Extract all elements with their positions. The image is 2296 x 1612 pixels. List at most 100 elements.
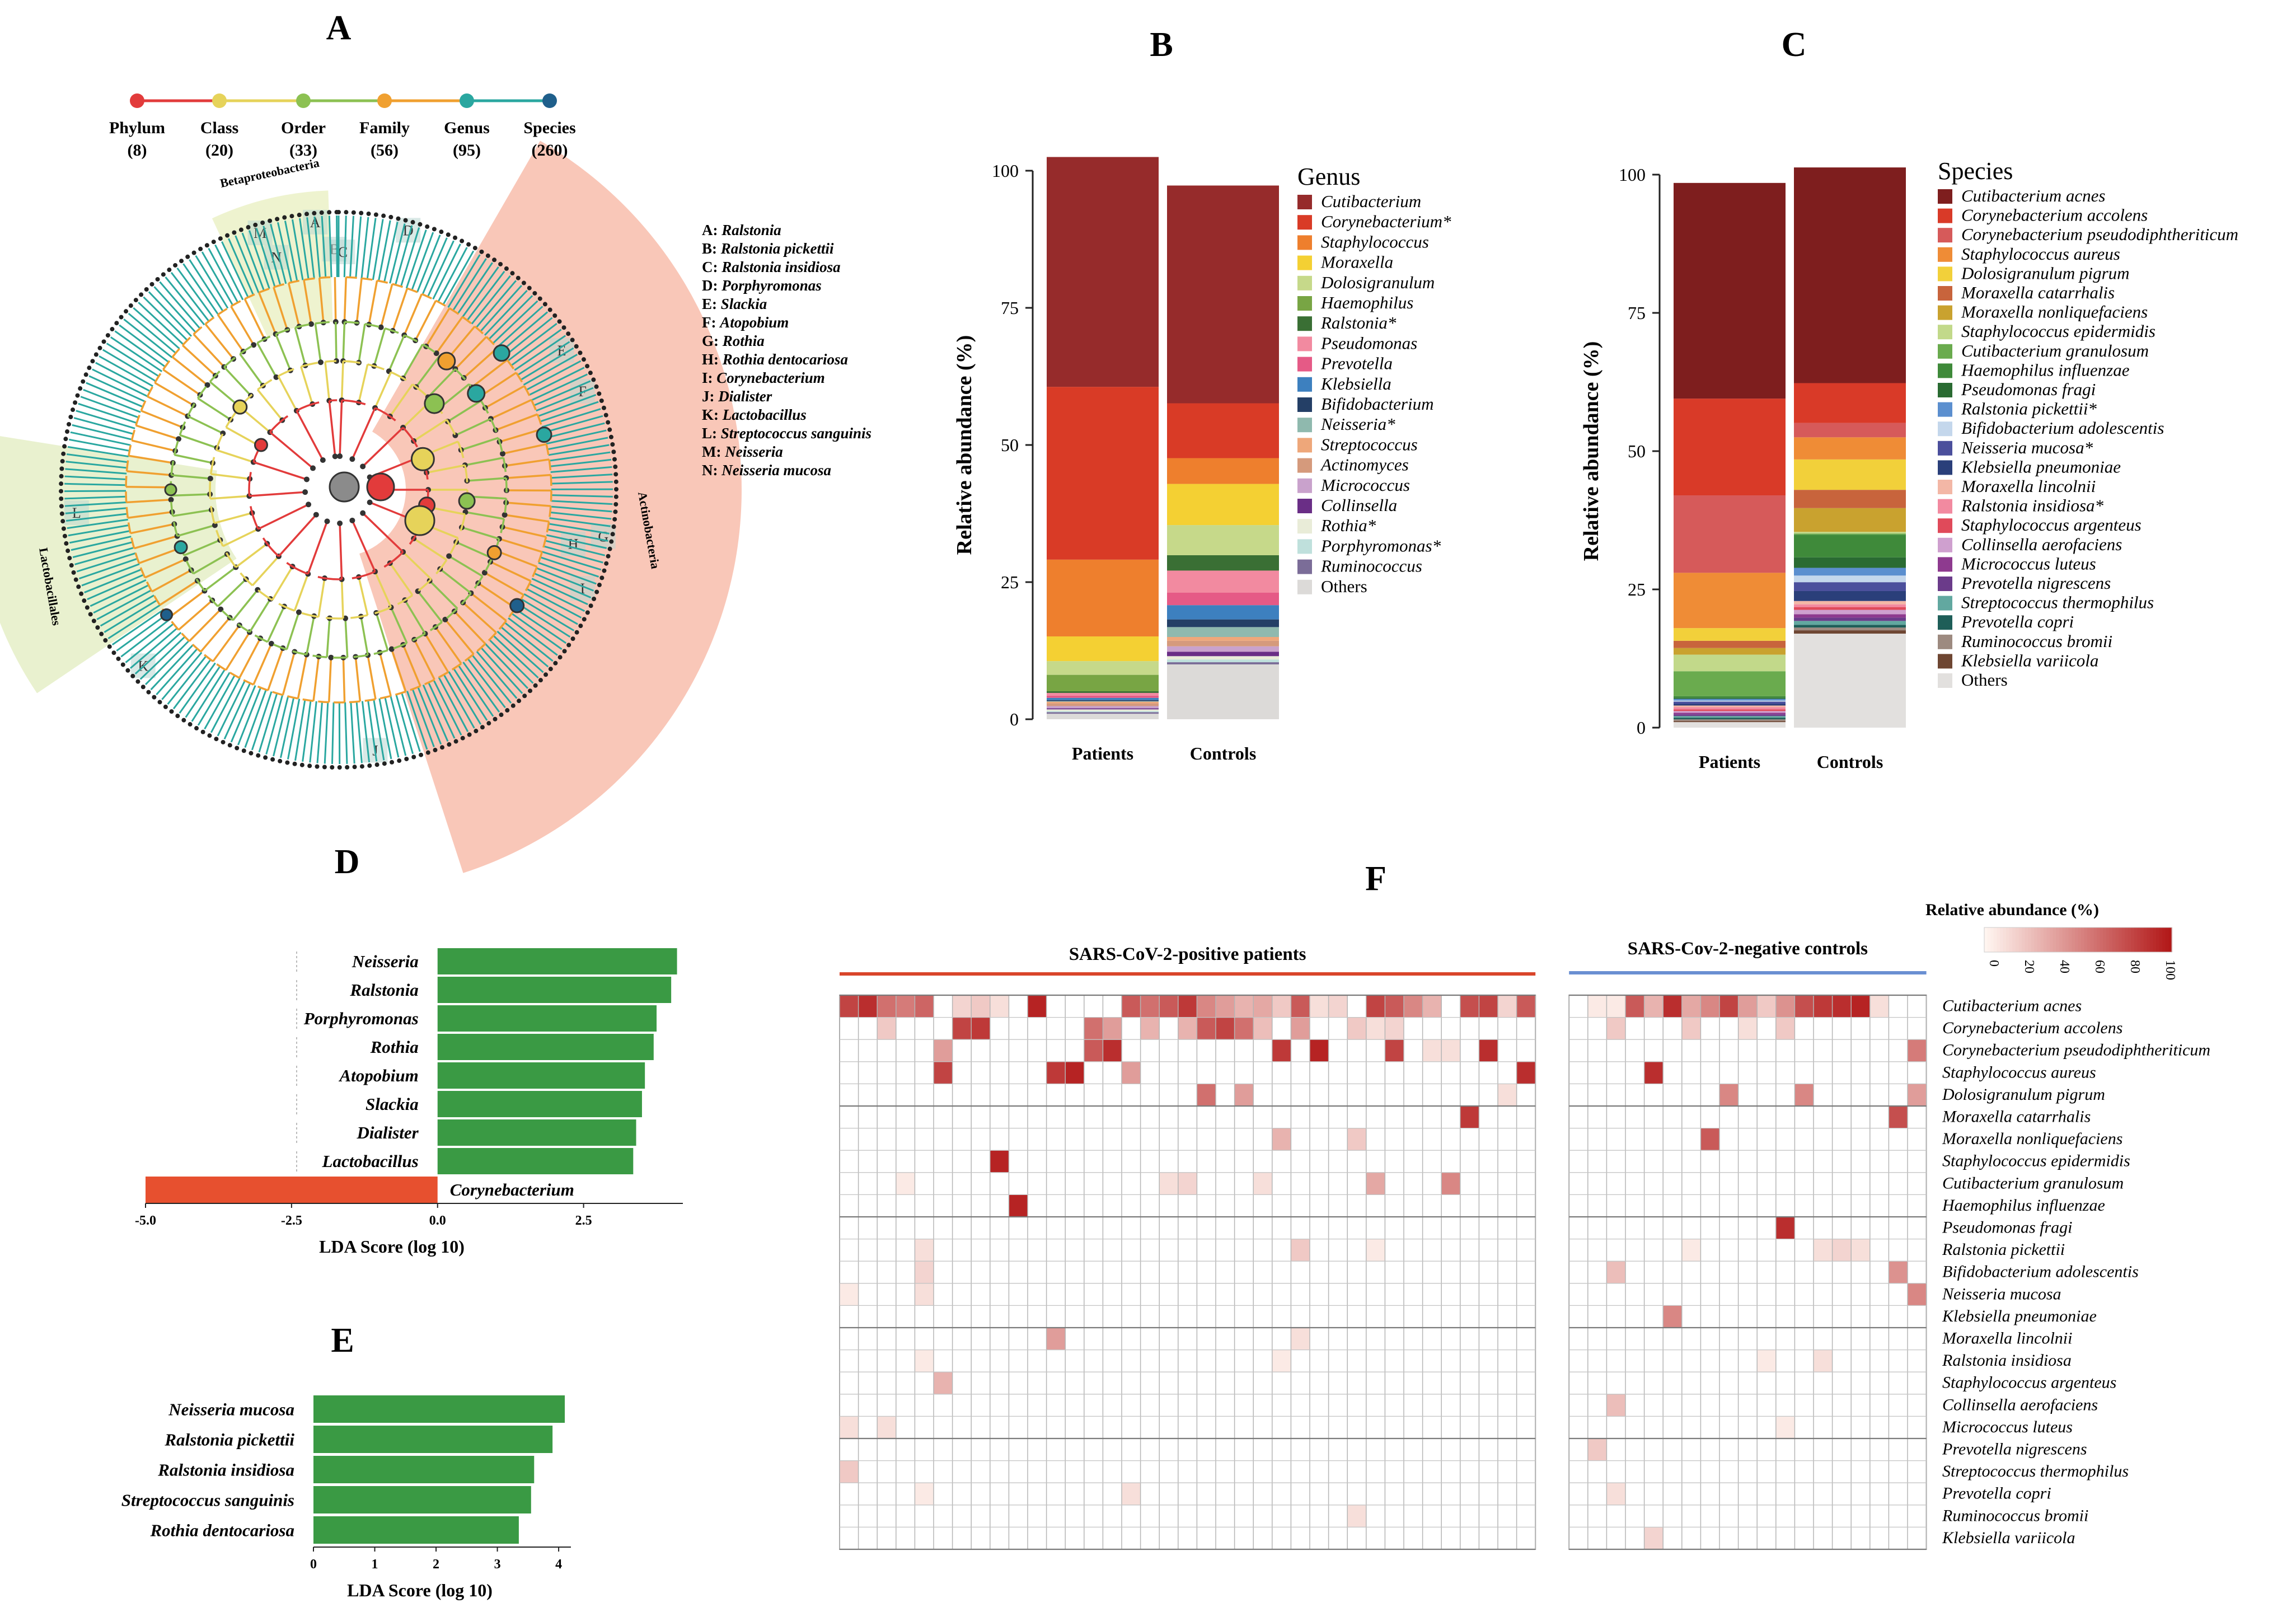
cladogram-leaf-node <box>188 722 193 727</box>
cladogram-branch <box>324 362 331 401</box>
heatmap-cell <box>1140 1017 1160 1040</box>
level-dot-species <box>542 93 557 108</box>
lda-label-rothia: Rothia <box>370 1037 419 1057</box>
heatmap-row-label-ralstonia-insidiosa: Ralstonia insidiosa <box>1942 1351 2072 1370</box>
cladogram-leaf-node <box>610 442 615 447</box>
cladogram-node <box>273 374 279 380</box>
biomarker-node <box>493 344 510 362</box>
cladogram-arc <box>402 427 419 448</box>
cladogram-branch <box>215 449 254 463</box>
cladogram-leaf-node <box>613 464 618 469</box>
heatmap-cell <box>1028 995 1047 1018</box>
y-tick-label: 50 <box>1001 435 1019 455</box>
lda-bar-ralstonia-pickettii <box>313 1426 553 1453</box>
cladogram-arc <box>181 336 191 346</box>
cladogram-leaf-node <box>88 612 93 617</box>
heatmap-cell <box>1587 1438 1607 1461</box>
cladogram-leaf-branch <box>210 677 241 733</box>
cladogram-leaf-node <box>345 765 350 770</box>
cladogram-leaf-branch <box>507 322 557 362</box>
cladogram-leaf-node <box>532 290 537 296</box>
cladogram-leaf-branch <box>99 355 153 387</box>
scale-gradient-step <box>2037 927 2041 952</box>
bar-segment-staphylococcus-epidermidis <box>1794 532 1906 534</box>
clade-key-letter: F: <box>702 314 720 331</box>
legend-swatch-corynebacterium-accolens <box>1938 208 1952 223</box>
x-axis-title: LDA Score (log 10) <box>319 1236 465 1257</box>
cladogram-branch <box>328 400 336 457</box>
cladogram-arc <box>364 322 379 328</box>
cladogram-branch <box>392 288 409 331</box>
bar-segment-others <box>1794 634 1906 728</box>
cladogram-branch <box>126 485 171 489</box>
legend-swatch-ralstonia-insidiosa <box>1938 499 1952 514</box>
legend-label-staphylococcus: Staphylococcus <box>1321 232 1429 251</box>
cladogram-arc <box>275 328 290 335</box>
cladogram-arc <box>393 642 407 650</box>
bar-segment-ralstonia-pickettii <box>1674 699 1786 701</box>
lda-label-rothia-dentocariosa: Rothia dentocariosa <box>149 1520 294 1540</box>
cladogram-arc <box>361 277 373 281</box>
cladogram-arc <box>221 610 234 621</box>
heatmap-cell <box>1272 1349 1291 1372</box>
cladogram-leaf-node <box>410 220 415 225</box>
level-dot-class <box>212 93 227 108</box>
cladogram-leaf-branch <box>438 677 469 732</box>
heatmap-cell <box>840 995 859 1018</box>
cladogram-leaf-branch <box>550 505 612 513</box>
cladogram-leaf-node <box>351 210 356 215</box>
legend-swatch-prevotella-copri <box>1938 615 1952 630</box>
cladogram-branch <box>230 306 255 346</box>
cladogram-branch <box>429 580 458 610</box>
cladogram-leaf-node <box>73 400 78 405</box>
cladogram-branch <box>342 322 346 362</box>
cladogram-branch <box>447 400 482 423</box>
cladogram-branch <box>222 528 259 547</box>
legend-label-ralstonia: Ralstonia* <box>1320 313 1397 332</box>
cladogram-leaf-branch <box>411 232 434 290</box>
cladogram-node <box>182 556 189 562</box>
cladogram-branch <box>128 510 172 519</box>
cladogram-leaf-node <box>327 210 332 215</box>
cladogram-leaf-node <box>278 758 283 763</box>
cladogram-leaf-branch <box>540 556 599 578</box>
cladogram-branch <box>339 523 343 579</box>
cladogram-branch <box>293 573 309 611</box>
y-axis-title: Relative abundance (%) <box>1580 341 1603 561</box>
bar-segment-cutibacterium <box>1047 157 1159 387</box>
cladogram-branch <box>171 474 211 480</box>
heatmap-cell <box>915 1261 934 1283</box>
cladogram-leaf-branch <box>462 662 500 713</box>
y-tick-label: 50 <box>1628 441 1646 461</box>
cladogram-node <box>324 518 330 524</box>
cladogram-arc <box>216 663 227 671</box>
scale-tick-label: 80 <box>2128 960 2142 973</box>
heatmap-row-label-klebsiella-variicola: Klebsiella variicola <box>1942 1529 2075 1547</box>
cladogram-branch <box>373 328 386 367</box>
heatmap-cell <box>1103 1039 1122 1062</box>
x-axis-title: LDA Score (log 10) <box>347 1580 493 1600</box>
cladogram-leaf-node <box>510 271 515 276</box>
bar-segment-staphylococcus <box>1167 458 1279 484</box>
cladogram-arc <box>181 632 190 642</box>
cladogram-branch <box>243 298 266 340</box>
legend-swatch-prevotella <box>1297 357 1312 372</box>
cladogram-branch <box>267 648 284 691</box>
heatmap-cell <box>1140 995 1160 1018</box>
heatmap-row-label-collinsella-aerofaciens: Collinsella aerofaciens <box>1942 1395 2098 1414</box>
cladogram-arc <box>374 407 396 421</box>
lda-bar-ralstonia <box>437 977 672 1003</box>
cladogram-branch <box>312 656 320 701</box>
scale-gradient-step <box>1993 927 1998 952</box>
heatmap-cell <box>1122 1061 1141 1084</box>
cladogram-branch <box>174 453 213 464</box>
heatmap-cell <box>971 1017 990 1040</box>
scale-frame <box>1984 927 2172 953</box>
cladogram-branch <box>404 599 427 635</box>
heatmap-row-label-streptococcus-thermophilus: Streptococcus thermophilus <box>1942 1462 2129 1480</box>
cladogram-leaf-branch <box>68 524 129 537</box>
cladogram-branch <box>461 437 499 451</box>
heatmap-cell <box>1908 1039 1927 1062</box>
scale-tick-label: 100 <box>2163 960 2177 980</box>
cladogram-arc <box>392 283 404 288</box>
